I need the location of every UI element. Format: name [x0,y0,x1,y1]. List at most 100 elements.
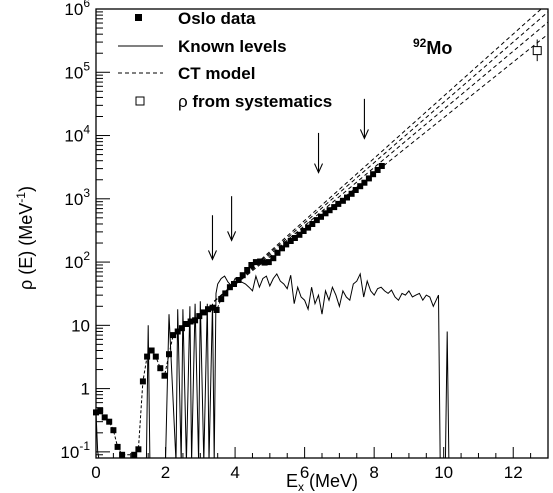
y-tick-label-base: 10 [64,63,83,82]
y-tick-label: 106 [64,0,90,19]
ct-model-line-2 [213,21,548,302]
y-axis-title-superscript: -1 [14,192,28,203]
y-tick-label-exponent: 5 [83,59,90,73]
plot-markers [93,39,542,458]
nucleus-mass-number: 92 [413,36,427,50]
ct-model-line-1 [213,11,548,302]
oslo-data-point [110,427,117,434]
oslo-data-point [344,194,350,201]
oslo-data-point [352,187,359,193]
y-tick-label: 10-1 [60,439,90,462]
oslo-data-point [222,290,229,297]
oslo-data-point [339,197,346,204]
legend-label-text: Oslo data [178,9,256,28]
oslo-data-point [279,245,285,252]
nucleus-label: 92Mo [413,36,452,58]
oslo-data-point [296,231,303,238]
y-tick-label: 105 [64,59,90,82]
plot-lines [96,9,548,458]
x-tick-label: 4 [230,463,239,482]
oslo-data-point [170,332,177,339]
oslo-data-point [374,167,381,173]
y-tick-label-exponent: 3 [83,186,90,200]
y-tick-label: 104 [64,123,90,146]
nucleus-symbol: Mo [426,38,452,58]
oslo-data-point [200,309,207,316]
oslo-data-point [192,317,199,324]
legend-marker-open-square [135,96,145,106]
oslo-data-point [322,210,329,217]
y-tick-label-base: 10 [60,443,79,462]
axis-ticks [95,11,549,459]
legend-label-prefix: ρ [178,92,188,111]
oslo-data-point [178,325,185,332]
oslo-data-point [157,365,164,372]
oslo-data-point [244,267,251,273]
y-tick-label-base: 10 [64,127,83,146]
x-tick-label: 10 [434,463,453,482]
oslo-data-point [106,418,113,425]
x-tick-label: 12 [504,463,523,482]
arrow-head-0 [207,250,217,261]
x-tick-label: 0 [91,463,100,482]
arrow-head-1 [227,231,237,242]
oslo-data-point [283,241,290,248]
oslo-data-point [370,171,377,178]
oslo-data-point [270,255,277,262]
oslo-data-point [313,217,320,224]
y-tick-label: 1 [81,380,90,399]
oslo-data-point [365,175,372,182]
y-axis-title: ρ (E) (MeV-1) [14,186,36,290]
oslo-data-point [265,259,272,266]
y-tick-label: 103 [64,186,90,209]
known-levels-line [96,272,450,458]
legend-item-1: Known levels [118,37,287,56]
y-tick-label-exponent: 2 [83,249,90,263]
legend-marker-filled-square [135,14,142,21]
y-tick-label: 10 [71,316,90,335]
oslo-data-point [101,414,108,421]
oslo-data-point [131,451,138,458]
oslo-data-point [357,183,364,190]
oslo-data-point [248,262,255,268]
oslo-data-point [209,304,216,311]
oslo-data-point [97,407,104,414]
legend-item-2: CT model [118,64,255,83]
oslo-data-point [291,235,298,241]
y-tick-label-base: 10 [64,190,83,209]
oslo-data-point [361,179,368,186]
oslo-data-point [231,281,237,287]
legend: Oslo data Known levels CT model ρ from syst… [118,9,332,111]
x-axis-title-unit: (MeV) [304,471,358,491]
legend-label-text: from systematics [188,92,333,111]
oslo-data-point [144,353,151,360]
plot-frame-rect [95,8,549,459]
oslo-data-point [305,224,312,231]
x-axis-title: Ex (MeV) [286,471,358,493]
y-axis-title-close: ) [16,186,36,192]
legend-item-3: ρ from systematics [135,92,333,111]
x-tick-label: 2 [161,463,170,482]
oslo-data-point [335,200,342,207]
legend-label-2: CT model [178,64,255,83]
y-tick-label-base: 1 [81,380,90,399]
oslo-data-point [326,207,333,214]
arrow-head-3 [359,129,369,140]
arrow-annotations [207,98,369,261]
oslo-data-point [300,228,307,234]
y-tick-label-base: 10 [64,253,83,272]
oslo-data-point [196,313,203,320]
legend-item-0: Oslo data [135,9,256,28]
oslo-data-point [218,296,225,303]
y-tick-label-base: 10 [64,0,83,19]
oslo-data-point [114,443,121,450]
oslo-data-point [348,190,355,197]
oslo-data-point [152,353,159,360]
oslo-data-point [331,204,338,211]
oslo-data-point [135,446,142,453]
oslo-data-point [318,213,324,220]
x-tick-label: 8 [369,463,378,482]
systematics-point [532,46,542,56]
oslo-data-point [252,259,259,266]
